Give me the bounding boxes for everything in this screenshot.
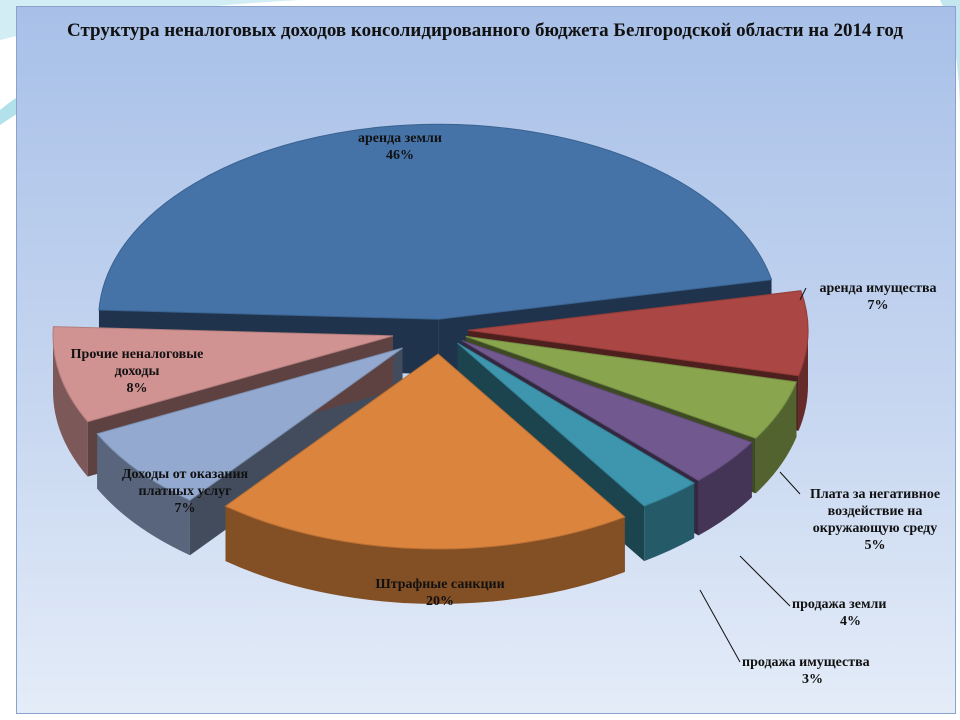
pie-slice-0 (98, 123, 773, 320)
leader-line (779, 471, 801, 495)
leader-line (799, 287, 807, 301)
pie-slice-side (225, 506, 625, 604)
leader-line (699, 589, 741, 663)
pie-slice-side (755, 381, 797, 494)
pie-slice-side (52, 335, 88, 477)
pie-slice-1 (467, 290, 809, 377)
label-shtrafy: Штрафные санкции 20% (375, 577, 505, 609)
pie-slice-3 (461, 340, 753, 482)
label-arenda-imushchestva: аренда имущества 7% (819, 281, 937, 313)
label-plata: Плата за негативное воздействие на окружаю… (809, 487, 941, 553)
label-arenda-zemli: аренда земли 46% (358, 131, 442, 163)
pie-slice-7 (52, 326, 394, 423)
label-platnye-uslugi: Доходы от оказания платных услуг 7% (121, 467, 249, 516)
pie-slice-6 (96, 347, 403, 501)
pie-slice-side (97, 433, 190, 556)
chart-title: Структура неналоговых доходов консолидир… (67, 20, 903, 41)
pie-slice-side (644, 483, 695, 562)
pie-slice-4 (457, 342, 696, 507)
leader-line (739, 555, 791, 607)
pie-slice-2 (465, 335, 798, 439)
label-prochie: Прочие неналоговые доходы 8% (70, 347, 204, 396)
label-prodazha-zemli: продажа земли 4% (792, 597, 887, 629)
label-prodazha-imushchestva: продажа имущества 3% (742, 655, 870, 687)
pie-slice-5 (224, 353, 626, 550)
pie-slice-side (698, 442, 752, 536)
